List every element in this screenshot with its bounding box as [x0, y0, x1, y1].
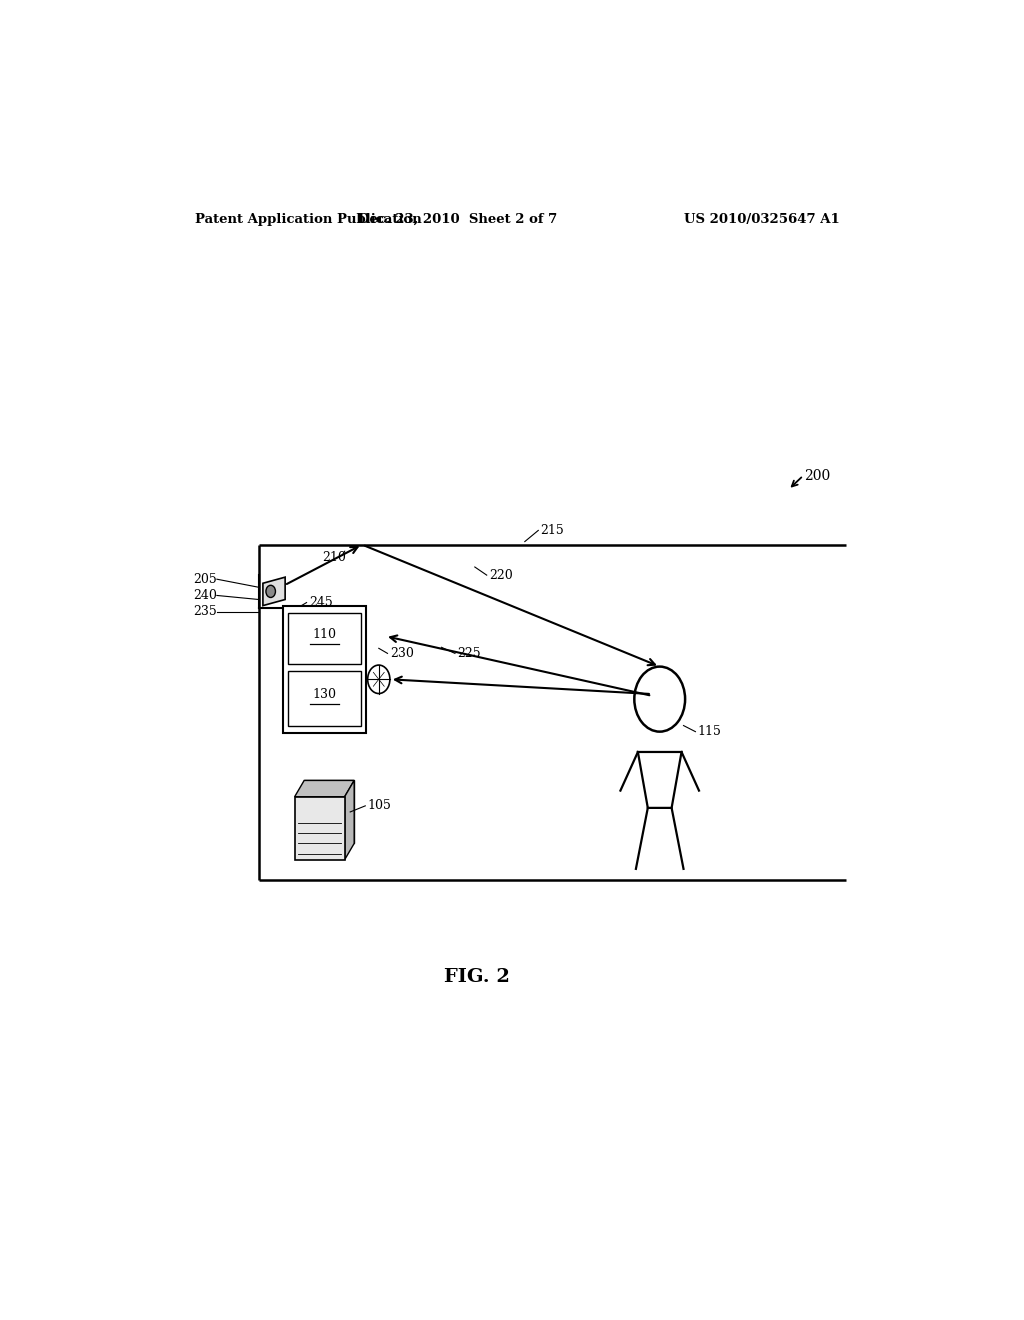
- Circle shape: [266, 585, 275, 598]
- Text: 245: 245: [309, 597, 333, 609]
- Text: 225: 225: [458, 647, 481, 660]
- Text: Dec. 23, 2010  Sheet 2 of 7: Dec. 23, 2010 Sheet 2 of 7: [357, 213, 557, 226]
- Polygon shape: [263, 577, 285, 606]
- Text: 115: 115: [697, 725, 722, 738]
- Bar: [289, 671, 360, 726]
- Text: 130: 130: [312, 688, 337, 701]
- Text: 215: 215: [541, 524, 564, 537]
- Text: 205: 205: [194, 573, 217, 586]
- Text: US 2010/0325647 A1: US 2010/0325647 A1: [684, 213, 840, 226]
- Text: 230: 230: [390, 647, 414, 660]
- Polygon shape: [304, 780, 354, 843]
- Text: 220: 220: [489, 569, 513, 582]
- Text: 200: 200: [804, 469, 830, 483]
- Text: 235: 235: [194, 605, 217, 618]
- Bar: [283, 606, 367, 733]
- Bar: [289, 612, 360, 664]
- Polygon shape: [345, 780, 354, 859]
- Polygon shape: [295, 780, 354, 797]
- Circle shape: [368, 665, 390, 693]
- Text: FIG. 2: FIG. 2: [444, 968, 510, 986]
- Text: 210: 210: [323, 552, 346, 565]
- Text: 110: 110: [312, 628, 337, 640]
- Text: 240: 240: [194, 589, 217, 602]
- Text: 105: 105: [368, 800, 391, 812]
- Text: Patent Application Publication: Patent Application Publication: [196, 213, 422, 226]
- Polygon shape: [295, 797, 345, 859]
